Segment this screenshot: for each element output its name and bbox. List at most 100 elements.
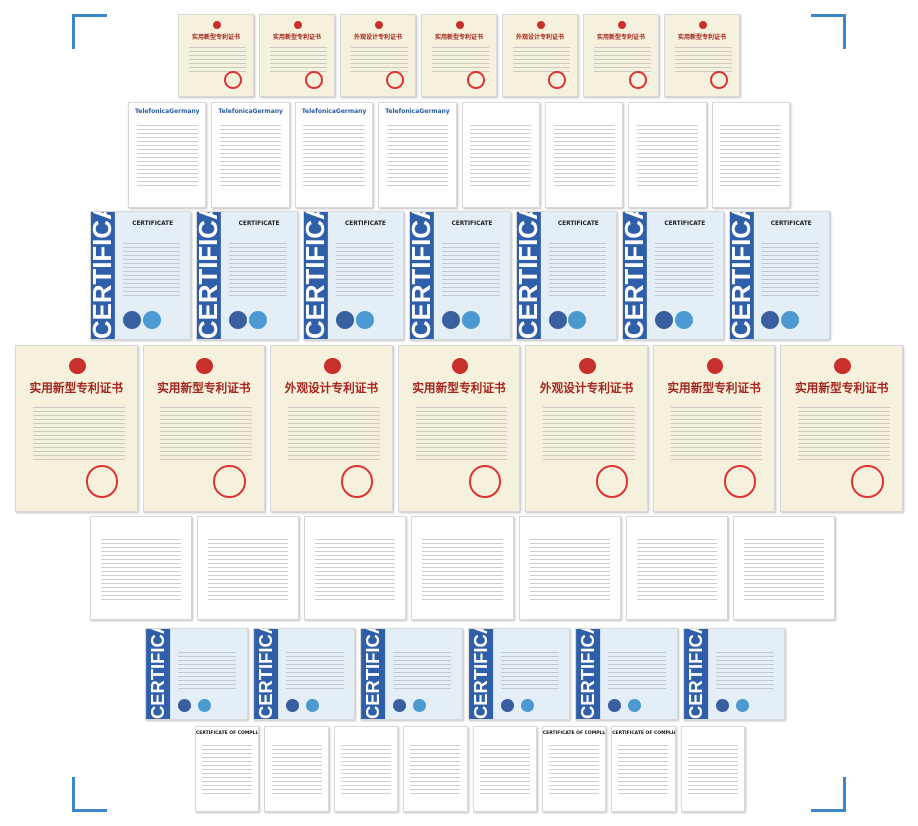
certificate: 外观设计专利证书 xyxy=(270,345,393,512)
certificate-title: CERTIFICATE OF COMPLIANCE xyxy=(612,731,674,737)
certificate: TelefonicaGermany xyxy=(378,102,457,208)
certificate: 实用新型专利证书 xyxy=(259,14,335,97)
certificate: 实用新型专利证书 xyxy=(178,14,254,97)
text-lines xyxy=(202,742,253,796)
certificate-title: TelefonicaGermany xyxy=(218,108,283,116)
emblem xyxy=(706,357,724,375)
seal xyxy=(568,310,587,329)
emblem xyxy=(196,357,214,375)
band: CERTIFICATE xyxy=(197,212,222,339)
emblem xyxy=(834,357,852,375)
certificate: CERTIFICATE CERTIFICATE xyxy=(196,211,298,340)
seal xyxy=(285,698,299,712)
certificate xyxy=(625,516,728,620)
seal xyxy=(355,310,374,329)
text-lines xyxy=(160,404,253,463)
text-lines xyxy=(500,649,559,691)
text-lines xyxy=(335,240,394,299)
certificate: CERTIFICA xyxy=(360,628,463,720)
emblem xyxy=(698,20,708,30)
text-lines xyxy=(761,240,820,299)
seal xyxy=(335,310,354,329)
certificate-title: TelefonicaGermany xyxy=(301,108,367,116)
seal xyxy=(709,71,728,90)
certificate-title: 外观设计专利证书 xyxy=(539,381,634,396)
certificate xyxy=(628,102,707,208)
seal xyxy=(223,71,242,90)
certificate xyxy=(518,516,621,620)
emblem xyxy=(579,357,596,375)
text-lines xyxy=(271,742,322,796)
seal xyxy=(851,465,884,498)
text-lines xyxy=(529,535,610,601)
text-lines xyxy=(687,742,738,796)
certificate-title: CERTIFICATE OF COMPLIANCE xyxy=(542,731,605,737)
text-lines xyxy=(442,240,500,299)
text-lines xyxy=(32,404,125,463)
certificate: CERTIFICATE OF COMPLIANCE xyxy=(611,726,676,812)
text-lines xyxy=(594,44,651,74)
band: CERTIFICA xyxy=(468,629,493,719)
text-lines xyxy=(288,404,380,463)
certificate-title: CERTIFICATE xyxy=(345,221,386,228)
certificate: 实用新型专利证书 xyxy=(652,345,776,512)
certificate: 实用新型专利证书 xyxy=(780,345,903,512)
certificate: CERTIFICA xyxy=(682,628,785,720)
seal xyxy=(85,465,119,498)
band: CERTIFICATE xyxy=(91,212,115,339)
text-lines xyxy=(618,742,669,796)
seal xyxy=(229,310,248,329)
text-lines xyxy=(479,742,530,796)
text-lines xyxy=(513,44,570,74)
seal xyxy=(715,698,729,712)
certificate-title: CERTIFICATE xyxy=(238,221,280,228)
certificate: CERTIFICATE CERTIFICATE xyxy=(728,211,830,340)
text-lines xyxy=(670,404,763,463)
emblem xyxy=(451,357,469,375)
text-lines xyxy=(285,649,344,691)
band: CERTIFICATE xyxy=(623,212,647,339)
certificate xyxy=(264,726,329,812)
seal xyxy=(468,465,501,498)
certificate: 实用新型专利证书 xyxy=(397,345,521,512)
text-lines xyxy=(636,122,698,188)
seal xyxy=(761,310,780,329)
certificate xyxy=(732,516,835,620)
emblem xyxy=(68,357,86,375)
certificate: CERTIFICATE CERTIFICATE xyxy=(622,211,724,340)
certificate: 外观设计专利证书 xyxy=(340,14,416,97)
certificate: TelefonicaGermany xyxy=(294,102,374,208)
seal xyxy=(547,71,566,90)
text-lines xyxy=(303,122,365,188)
certificate: TelefonicaGermany xyxy=(128,102,207,208)
seal xyxy=(213,465,246,498)
text-lines xyxy=(720,122,782,188)
certificate: CERTIFICATE OF COMPLIANCE xyxy=(541,726,607,812)
certificate: 外观设计专利证书 xyxy=(502,14,578,97)
certificate: CERTIFICA xyxy=(252,628,355,720)
seal xyxy=(178,698,192,712)
text-lines xyxy=(549,742,600,796)
certificate-title: 实用新型专利证书 xyxy=(667,381,761,396)
text-lines xyxy=(410,742,461,796)
seal xyxy=(385,71,404,90)
seal xyxy=(500,698,514,712)
text-lines xyxy=(654,240,713,299)
band: CERTIFICATE xyxy=(729,212,754,339)
seal xyxy=(596,465,629,498)
text-lines xyxy=(101,535,182,601)
certificate: 外观设计专利证书 xyxy=(525,345,648,512)
text-lines xyxy=(122,240,181,299)
certificate: CERTIFICATE CERTIFICATE xyxy=(409,211,511,340)
certificate: 实用新型专利证书 xyxy=(664,14,740,97)
certificate xyxy=(333,726,399,812)
certificate xyxy=(472,726,537,812)
seal xyxy=(520,698,534,712)
seal xyxy=(466,71,485,90)
certificate: CERTIFICATE CERTIFICATE xyxy=(302,211,405,340)
seal xyxy=(305,698,319,712)
certificate xyxy=(711,102,790,208)
certificate-title: 实用新型专利证书 xyxy=(29,381,124,396)
text-lines xyxy=(189,44,246,74)
